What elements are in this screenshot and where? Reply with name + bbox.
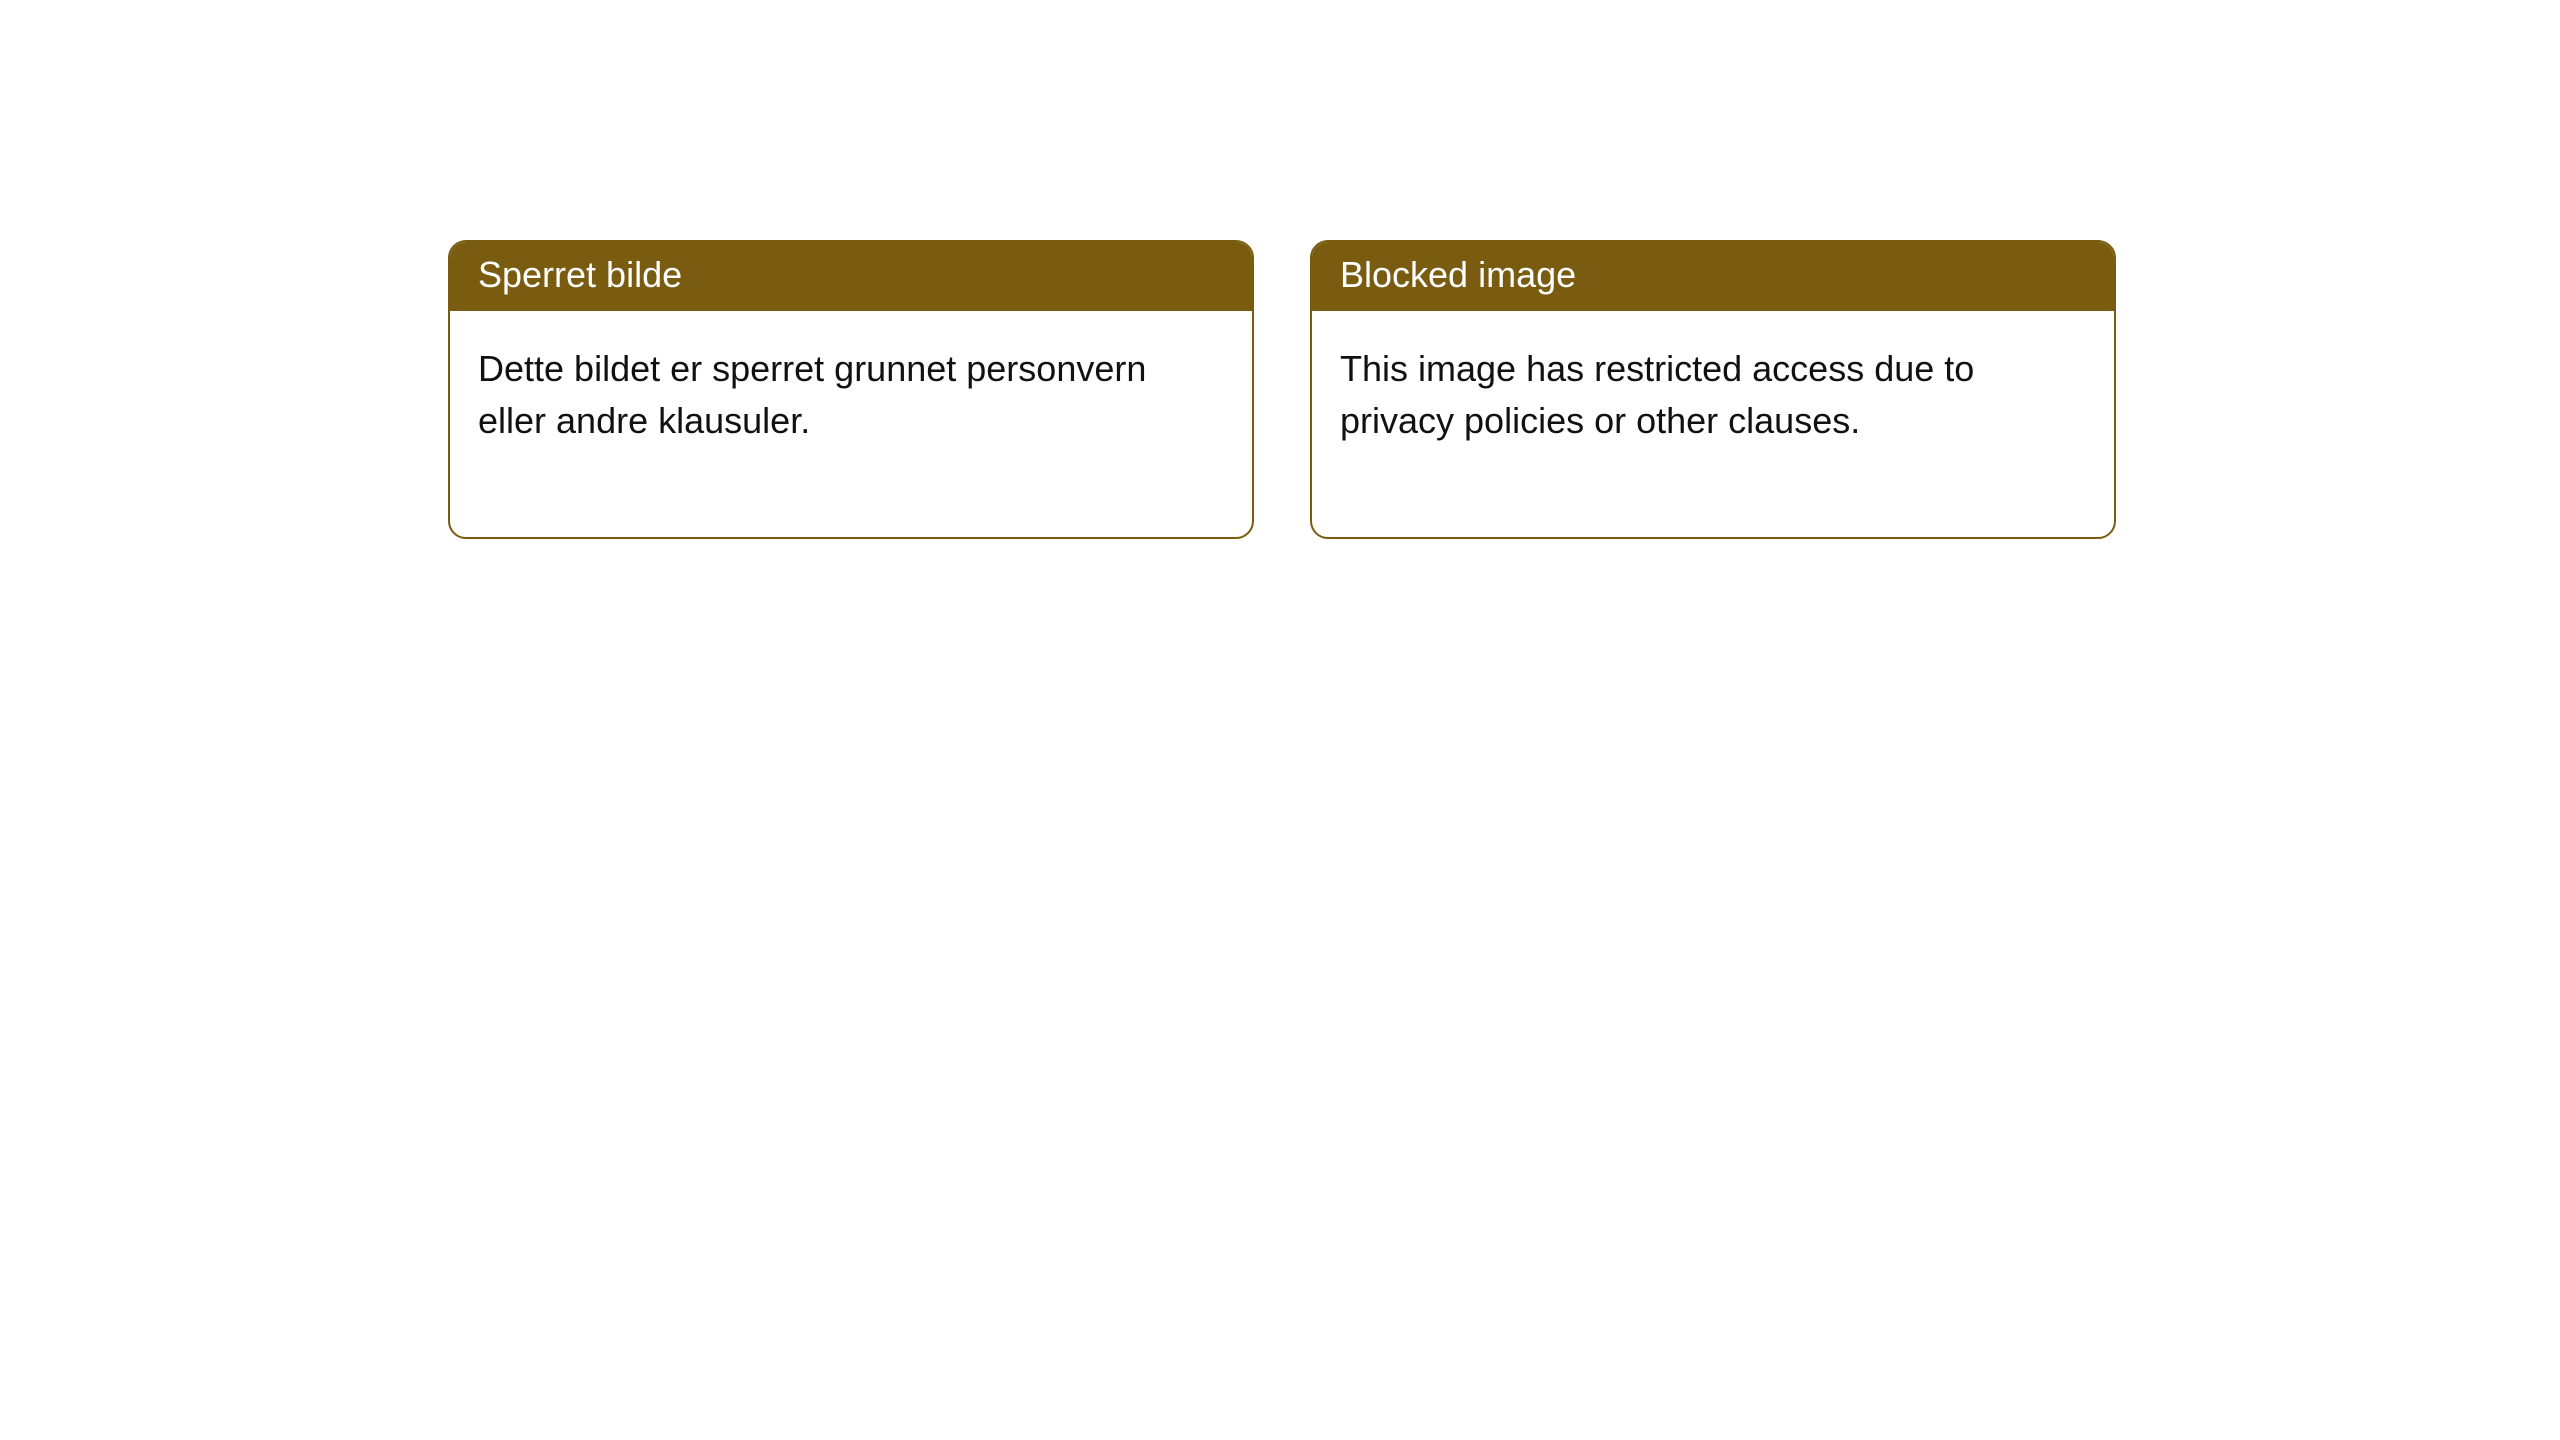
- notice-title-english: Blocked image: [1312, 242, 2114, 311]
- notice-body-english: This image has restricted access due to …: [1312, 311, 2114, 537]
- notice-card-norwegian: Sperret bilde Dette bildet er sperret gr…: [448, 240, 1254, 539]
- notice-title-norwegian: Sperret bilde: [450, 242, 1252, 311]
- notice-container: Sperret bilde Dette bildet er sperret gr…: [0, 0, 2560, 539]
- notice-body-norwegian: Dette bildet er sperret grunnet personve…: [450, 311, 1252, 537]
- notice-card-english: Blocked image This image has restricted …: [1310, 240, 2116, 539]
